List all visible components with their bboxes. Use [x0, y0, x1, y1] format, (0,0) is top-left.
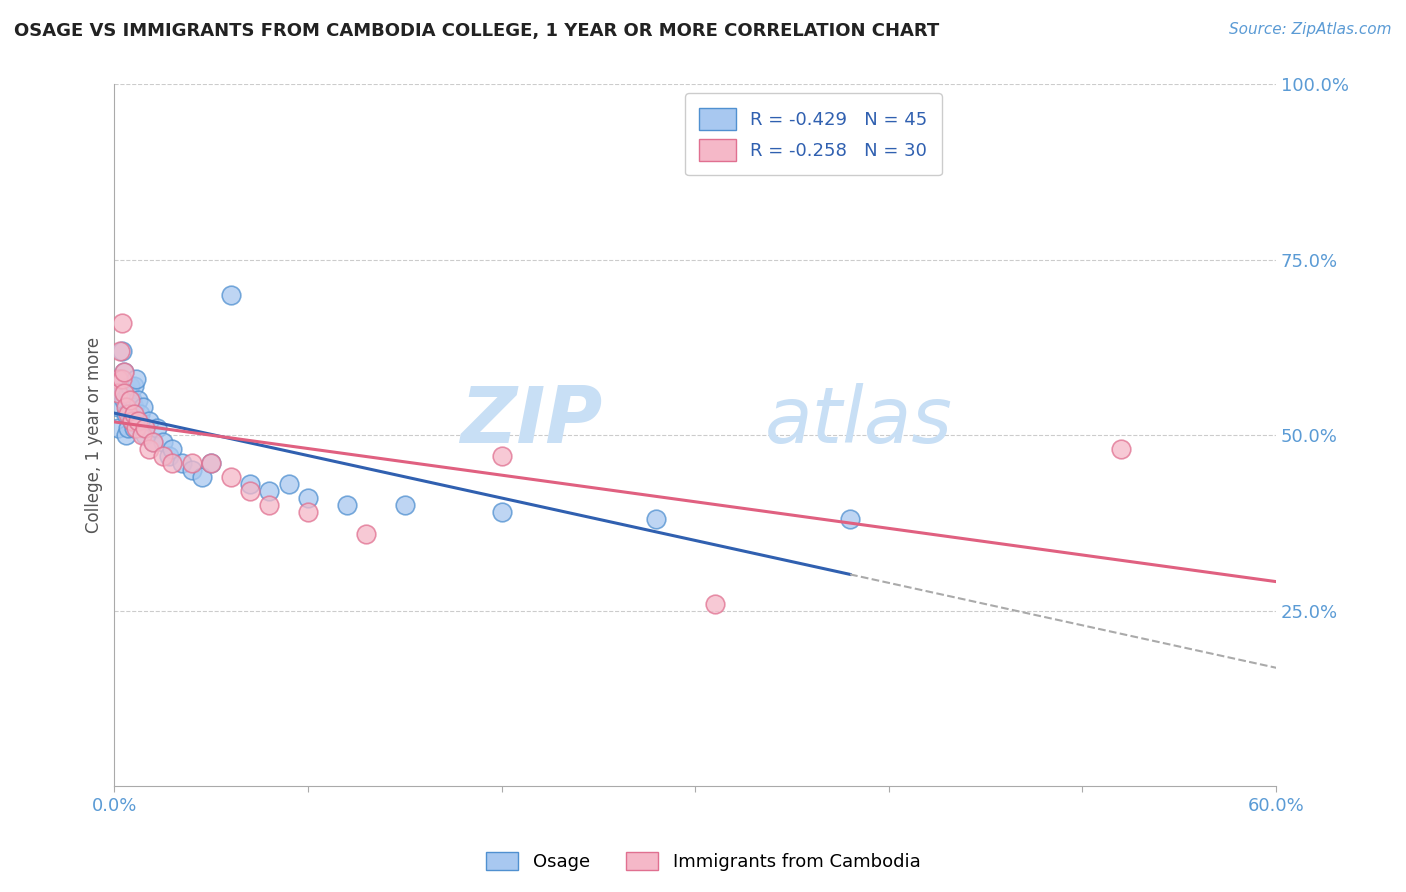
- Point: [162, 456, 184, 470]
- Point: [112, 393, 135, 408]
- Point: [138, 414, 160, 428]
- Point: [122, 407, 145, 421]
- Legend: Osage, Immigrants from Cambodia: Osage, Immigrants from Cambodia: [478, 845, 928, 879]
- Point: [115, 428, 138, 442]
- Point: [645, 512, 668, 526]
- Point: [239, 484, 262, 499]
- Point: [138, 442, 160, 457]
- Point: [107, 401, 129, 415]
- Point: [122, 379, 145, 393]
- Point: [125, 372, 148, 386]
- Point: [127, 414, 149, 428]
- Point: [162, 442, 184, 457]
- Point: [107, 372, 129, 386]
- Point: [122, 401, 145, 415]
- Point: [131, 428, 153, 442]
- Point: [115, 401, 138, 415]
- Point: [121, 414, 143, 428]
- Point: [839, 512, 862, 526]
- Point: [146, 421, 169, 435]
- Point: [703, 597, 725, 611]
- Point: [354, 526, 377, 541]
- Point: [112, 365, 135, 379]
- Point: [259, 499, 281, 513]
- Point: [107, 421, 129, 435]
- Point: [128, 407, 150, 421]
- Point: [219, 470, 242, 484]
- Text: Source: ZipAtlas.com: Source: ZipAtlas.com: [1229, 22, 1392, 37]
- Text: atlas: atlas: [765, 384, 953, 459]
- Point: [142, 435, 165, 450]
- Point: [297, 491, 319, 506]
- Point: [121, 393, 143, 408]
- Point: [112, 365, 135, 379]
- Point: [127, 414, 149, 428]
- Point: [117, 407, 139, 421]
- Point: [259, 484, 281, 499]
- Point: [336, 499, 359, 513]
- Point: [111, 344, 134, 359]
- Point: [110, 344, 132, 359]
- Point: [157, 450, 180, 464]
- Text: ZIP: ZIP: [460, 384, 602, 459]
- Point: [134, 428, 156, 442]
- Point: [117, 386, 139, 401]
- Point: [1109, 442, 1132, 457]
- Point: [122, 421, 145, 435]
- Point: [121, 414, 143, 428]
- Legend: R = -0.429   N = 45, R = -0.258   N = 30: R = -0.429 N = 45, R = -0.258 N = 30: [685, 94, 942, 176]
- Point: [118, 407, 141, 421]
- Point: [115, 407, 138, 421]
- Point: [152, 450, 174, 464]
- Point: [219, 288, 242, 302]
- Point: [297, 506, 319, 520]
- Point: [180, 463, 202, 477]
- Point: [142, 435, 165, 450]
- Point: [277, 477, 299, 491]
- Point: [118, 379, 141, 393]
- Point: [394, 499, 416, 513]
- Point: [117, 421, 139, 435]
- Point: [134, 421, 156, 435]
- Point: [190, 470, 212, 484]
- Point: [239, 477, 262, 491]
- Point: [127, 393, 149, 408]
- Point: [152, 435, 174, 450]
- Point: [172, 456, 194, 470]
- Y-axis label: College, 1 year or more: College, 1 year or more: [86, 337, 103, 533]
- Point: [180, 456, 202, 470]
- Point: [110, 372, 132, 386]
- Point: [111, 372, 134, 386]
- Point: [111, 386, 134, 401]
- Point: [200, 456, 222, 470]
- Point: [125, 421, 148, 435]
- Point: [111, 316, 134, 330]
- Point: [132, 401, 155, 415]
- Point: [112, 386, 135, 401]
- Point: [200, 456, 222, 470]
- Point: [118, 393, 141, 408]
- Point: [491, 450, 513, 464]
- Point: [107, 386, 129, 401]
- Point: [491, 506, 513, 520]
- Text: OSAGE VS IMMIGRANTS FROM CAMBODIA COLLEGE, 1 YEAR OR MORE CORRELATION CHART: OSAGE VS IMMIGRANTS FROM CAMBODIA COLLEG…: [14, 22, 939, 40]
- Point: [131, 421, 153, 435]
